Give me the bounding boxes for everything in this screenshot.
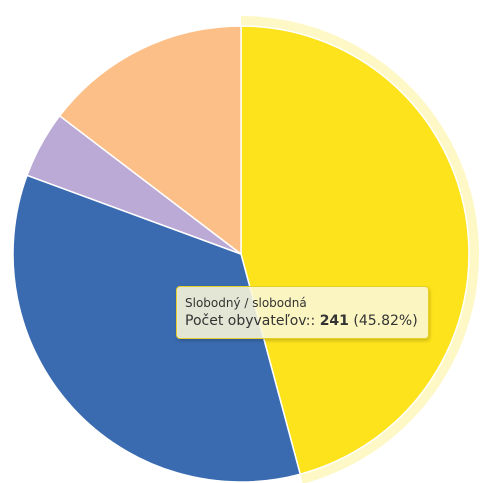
pie-slice-1[interactable]	[240, 25, 470, 475]
tooltip-percent: (45.82%)	[353, 313, 418, 329]
tooltip-value: 241	[319, 313, 349, 329]
tooltip-category: Slobodný / slobodná	[185, 296, 307, 310]
tooltip-series-label: Počet obyvateľov::	[185, 313, 316, 329]
tooltip: Slobodný / slobodná Počet obyvateľov:: 2…	[176, 286, 429, 339]
slice-layer	[12, 25, 470, 483]
pie-slice-4[interactable]	[58, 25, 242, 255]
tooltip-value-line: Počet obyvateľov:: 241 (45.82%)	[185, 312, 418, 331]
pie-slice-2[interactable]	[12, 174, 301, 483]
